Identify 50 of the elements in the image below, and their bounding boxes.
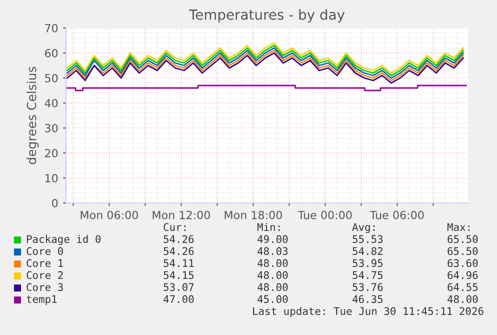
- text: 64.96: [448, 271, 478, 280]
- text: 63.60: [448, 259, 478, 268]
- y-tick-label: 70: [45, 24, 58, 32]
- text: 48.03: [258, 247, 288, 256]
- text: 54.26: [164, 247, 194, 256]
- x-tick-label: Mon 18:00: [224, 210, 282, 220]
- y-tick-label: 20: [45, 148, 58, 158]
- legend-label: Core 0: [26, 247, 63, 256]
- chart-title: Temperatures - by day: [188, 9, 345, 23]
- legend-label: Core 3: [26, 283, 63, 292]
- text: 54.15: [164, 271, 194, 280]
- text: Max:: [447, 223, 470, 232]
- y-tick-label: 40: [44, 98, 58, 108]
- legend-label: Core 2: [26, 271, 63, 280]
- text: 65.50: [448, 235, 478, 244]
- text: Cur:: [164, 223, 186, 232]
- legend-label: Core 1: [26, 259, 63, 268]
- x-tick-label: Tue 00:00: [298, 210, 352, 220]
- text: 65.50: [448, 247, 478, 256]
- text: 54.82: [352, 247, 382, 256]
- y-tick-label: 30: [45, 124, 58, 132]
- text: 48.00: [258, 283, 288, 292]
- y-axis-title: degrees Celsius: [26, 66, 39, 164]
- text: 53.95: [352, 259, 383, 268]
- text: 48.00: [258, 259, 288, 268]
- text: 46.35: [352, 295, 383, 304]
- text: 53.07: [164, 283, 194, 292]
- text: 55.53: [352, 235, 383, 244]
- text: 64.55: [448, 283, 478, 292]
- text: 54.26: [164, 235, 194, 244]
- y-tick-label: 0: [52, 198, 58, 208]
- x-tick-label: Mon 06:00: [80, 210, 138, 220]
- text: 49.00: [258, 235, 288, 244]
- y-tick-label: 10: [45, 174, 58, 182]
- text: Avg:: [352, 223, 375, 234]
- text: 48.00: [448, 295, 478, 304]
- y-tick-label: 60: [45, 48, 58, 58]
- text: 54.75: [352, 271, 383, 280]
- x-tick-label: Mon 12:00: [152, 210, 210, 220]
- x-tick-label: Tue 06:00: [370, 210, 424, 220]
- text: Last update: Tue Jun 30 11:45:11 2026: [253, 306, 484, 318]
- text: 47.00: [164, 295, 194, 304]
- text: 45.00: [258, 295, 288, 304]
- legend-label: temp1: [26, 295, 57, 306]
- text: 48.00: [258, 271, 288, 280]
- legend-label: Package id 0: [27, 234, 101, 246]
- text: 54.11: [164, 259, 194, 268]
- y-tick-label: 50: [45, 74, 58, 82]
- text: Min:: [257, 222, 280, 231]
- text: 53.76: [352, 283, 383, 292]
